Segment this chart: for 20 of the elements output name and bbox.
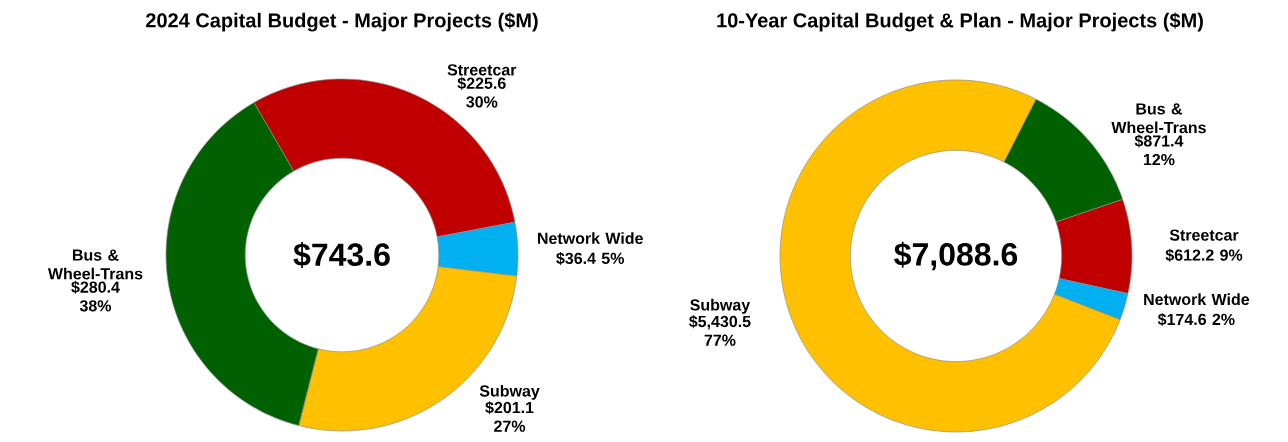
text: $7,088.6 xyxy=(894,241,1018,271)
data-label: $612.2 9% xyxy=(1165,248,1243,262)
slice-label: Subway xyxy=(479,384,540,400)
data-label: $871.4 12% xyxy=(1134,134,1184,166)
data-label: $225.6 30% xyxy=(457,76,506,108)
data-label: $36.4 5% xyxy=(556,251,625,266)
slice-label: Network Wide xyxy=(538,232,643,244)
data-label: $280.4 38% xyxy=(71,280,120,312)
text: $743.6 xyxy=(293,241,390,269)
slice-label: Streetcar xyxy=(1169,229,1239,241)
data-label: $174.6 2% xyxy=(1157,313,1235,327)
data-label: $5,430.5 77% xyxy=(689,315,751,346)
data-label: $201.1 27% xyxy=(485,401,534,432)
chart-title: 10-Year Capital Budget & Plan - Major Projects ($M) xyxy=(717,12,1203,32)
slice-label: Bus & Wheel-Trans xyxy=(47,249,143,280)
chart-title: 2024 Capital Budget - Major Projects ($M) xyxy=(146,12,538,32)
slice-label: Streetcar xyxy=(447,64,517,76)
slice-label: Bus & Wheel-Trans xyxy=(1111,103,1206,134)
slice-label: Subway xyxy=(690,298,751,314)
slice-label: Network Wide xyxy=(1144,293,1250,306)
